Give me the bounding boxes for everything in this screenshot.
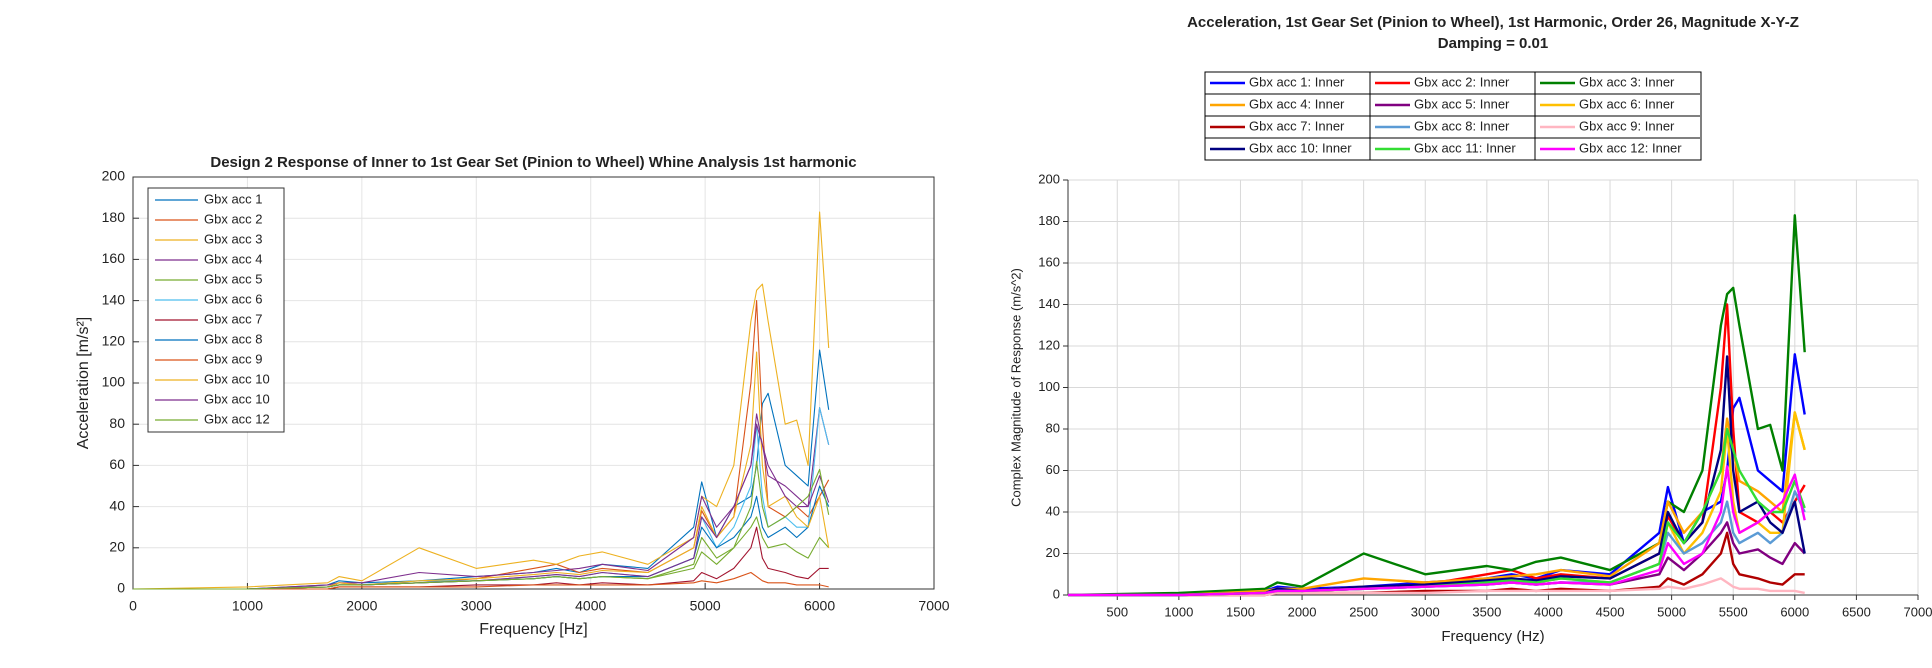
legend-label: Gbx acc 4 <box>204 251 263 266</box>
legend-label: Gbx acc 12 <box>204 411 270 426</box>
x-tick-label: 1000 <box>1164 604 1193 619</box>
plot-frame <box>132 176 935 590</box>
y-tick-label: 180 <box>1038 213 1060 228</box>
x-tick-label: 1000 <box>232 598 263 614</box>
legend-label: Gbx acc 10 <box>204 391 270 406</box>
y-tick-label: 60 <box>1046 462 1060 477</box>
series-line <box>133 407 830 590</box>
chart-title: Design 2 Response of Inner to 1st Gear S… <box>210 154 856 171</box>
legend-label: Gbx acc 8: Inner <box>1414 118 1510 133</box>
series-line <box>1068 411 1806 597</box>
x-tick-label: 6000 <box>804 598 835 614</box>
x-tick-label: 6500 <box>1842 604 1871 619</box>
x-tick-label: 4000 <box>1534 604 1563 619</box>
x-tick-label: 2500 <box>1349 604 1378 619</box>
legend-label: Gbx acc 3: Inner <box>1579 74 1675 89</box>
y-tick-label: 80 <box>1046 420 1060 435</box>
y-tick-label: 160 <box>102 250 126 266</box>
x-tick-label: 5000 <box>690 598 721 614</box>
legend-label: Gbx acc 10 <box>204 371 270 386</box>
x-tick-label: 0 <box>129 598 137 614</box>
series-line <box>133 526 829 590</box>
legend-label: Gbx acc 1 <box>204 191 263 206</box>
legend-label: Gbx acc 8 <box>204 331 263 346</box>
y-tick-label: 40 <box>109 497 125 513</box>
x-tick-label: 4500 <box>1596 604 1625 619</box>
chart-subtitle: Damping = 0.01 <box>1438 35 1548 52</box>
y-tick-label: 160 <box>1038 254 1060 269</box>
legend-label: Gbx acc 12: Inner <box>1579 140 1682 155</box>
x-tick-label: 1500 <box>1226 604 1255 619</box>
x-tick-label: 6000 <box>1780 604 1809 619</box>
y-tick-label: 40 <box>1046 503 1060 518</box>
chart: Acceleration, 1st Gear Set (Pinion to Wh… <box>1008 14 1932 645</box>
chart-title: Acceleration, 1st Gear Set (Pinion to Wh… <box>1187 14 1799 31</box>
y-tick-label: 20 <box>1046 545 1060 560</box>
x-axis-label: Frequency (Hz) <box>1441 628 1544 645</box>
legend-label: Gbx acc 2: Inner <box>1414 74 1510 89</box>
series-line <box>133 407 830 590</box>
y-tick-label: 100 <box>1038 379 1060 394</box>
legend-label: Gbx acc 9: Inner <box>1579 118 1675 133</box>
y-tick-label: 0 <box>1053 586 1060 601</box>
x-tick-label: 3500 <box>1472 604 1501 619</box>
legend: Gbx acc 1 Gbx acc 2 Gbx acc 3 Gbx acc 4 Gbx … <box>147 187 285 433</box>
x-tick-label: 4000 <box>575 598 606 614</box>
legend-label: Gbx acc 9 <box>204 351 263 366</box>
y-tick-label: 80 <box>109 415 125 431</box>
y-axis-label: Complex Magnitude of Response (m/s^2) <box>1008 268 1023 507</box>
chart: Design 2 Response of Inner to 1st Gear S… <box>75 154 950 638</box>
legend-label: Gbx acc 6 <box>204 291 263 306</box>
y-tick-label: 140 <box>1038 296 1060 311</box>
y-axis-label: Acceleration [m/s²] <box>75 317 92 449</box>
legend-label: Gbx acc 4: Inner <box>1249 96 1345 111</box>
x-tick-label: 500 <box>1106 604 1128 619</box>
x-tick-label: 5000 <box>1657 604 1686 619</box>
legend-label: Gbx acc 2 <box>204 211 263 226</box>
x-tick-label: 7000 <box>918 598 949 614</box>
x-axis-label: Frequency [Hz] <box>479 621 587 638</box>
legend-label: Gbx acc 5: Inner <box>1414 96 1510 111</box>
y-tick-label: 200 <box>1038 171 1060 186</box>
series-line <box>1068 577 1805 597</box>
y-tick-label: 20 <box>109 539 125 555</box>
legend-label: Gbx acc 11: Inner <box>1414 140 1516 155</box>
y-tick-label: 140 <box>102 291 126 307</box>
legend-label: Gbx acc 7 <box>204 311 263 326</box>
legend-label: Gbx acc 1: Inner <box>1249 74 1345 89</box>
legend-label: Gbx acc 5 <box>204 271 263 286</box>
legend-box <box>147 187 285 433</box>
x-tick-label: 2000 <box>346 598 377 614</box>
legend: Gbx acc 1: Inner Gbx acc 2: Inner Gbx acc … <box>1204 71 1702 161</box>
legend-label: Gbx acc 10: Inner <box>1249 140 1352 155</box>
y-tick-label: 180 <box>102 209 126 225</box>
series-line <box>1068 465 1806 597</box>
y-tick-label: 60 <box>109 456 125 472</box>
y-tick-label: 120 <box>102 333 126 349</box>
y-tick-label: 120 <box>1038 337 1060 352</box>
legend-label: Gbx acc 3 <box>204 231 263 246</box>
series-line <box>133 460 830 590</box>
y-tick-label: 200 <box>102 168 126 184</box>
y-tick-label: 100 <box>102 374 126 390</box>
x-tick-label: 7000 <box>1904 604 1932 619</box>
series-line <box>133 571 829 590</box>
x-tick-label: 3000 <box>1411 604 1440 619</box>
legend-label: Gbx acc 7: Inner <box>1249 118 1345 133</box>
legend-label: Gbx acc 6: Inner <box>1579 96 1675 111</box>
x-tick-label: 2000 <box>1288 604 1317 619</box>
y-tick-label: 0 <box>117 580 125 596</box>
x-tick-label: 5500 <box>1719 604 1748 619</box>
x-tick-label: 3000 <box>461 598 492 614</box>
